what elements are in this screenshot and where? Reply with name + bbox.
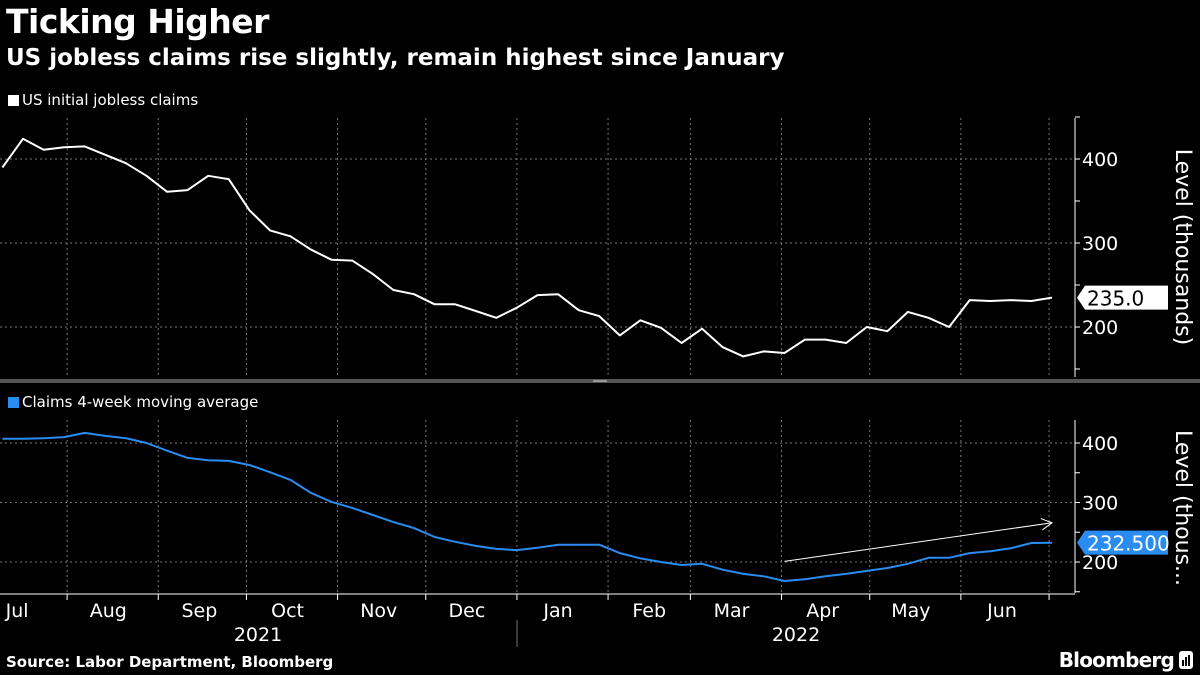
- bloomberg-logo: Bloomberg: [1059, 648, 1194, 672]
- x-month-label: Aug: [90, 600, 127, 622]
- y-axis-title: Level (thousands): [1170, 149, 1195, 346]
- x-month-label: Dec: [449, 600, 486, 622]
- last-value-label: 232.500: [1077, 530, 1170, 556]
- legend-label: US initial jobless claims: [22, 91, 199, 109]
- legend-initial-claims: US initial jobless claims: [8, 91, 198, 109]
- x-month-label: Oct: [271, 600, 304, 622]
- legend-moving-average: Claims 4-week moving average: [8, 393, 258, 411]
- y-tick-label: 200: [1082, 317, 1118, 339]
- y-tick-label: 400: [1082, 433, 1118, 455]
- logo-text: Bloomberg: [1058, 648, 1175, 672]
- moving-average-line: [2, 431, 1053, 582]
- chart-subtitle: US jobless claims rise slightly, remain …: [6, 45, 785, 71]
- x-month-label: Nov: [360, 600, 397, 622]
- x-month-label: Feb: [632, 600, 666, 622]
- value-label-box: [1077, 530, 1168, 555]
- trend-arrow: [784, 522, 1053, 562]
- value-label-text: 232.500: [1087, 532, 1170, 556]
- x-year-label: 2022: [772, 624, 820, 646]
- source-note: Source: Labor Department, Bloomberg: [6, 653, 334, 671]
- x-month-label: Mar: [714, 600, 750, 622]
- y-axis-title: Level (thous...: [1170, 430, 1195, 586]
- bloomberg-terminal-icon: [1179, 651, 1193, 669]
- x-month-label: Jun: [986, 600, 1017, 622]
- chart-title: Ticking Higher: [6, 2, 269, 41]
- legend-swatch-blue: [8, 396, 19, 408]
- x-month-label: May: [891, 600, 930, 622]
- x-month-label: Jul: [5, 600, 29, 622]
- x-month-label: Apr: [806, 600, 839, 622]
- x-month-label: Jan: [542, 600, 572, 622]
- legend-label: Claims 4-week moving average: [22, 393, 259, 411]
- value-label-text: 235.0: [1087, 287, 1144, 311]
- y-tick-label: 300: [1082, 493, 1118, 515]
- x-month-label: Sep: [181, 600, 217, 622]
- value-label-box: [1077, 285, 1168, 310]
- y-tick-label: 300: [1082, 233, 1118, 255]
- legend-swatch-white: [8, 94, 19, 106]
- initial-claims-line: [1, 137, 1053, 358]
- arrow-head: [1040, 518, 1054, 531]
- separator-handle: [593, 380, 607, 382]
- last-value-label: 235.0: [1077, 285, 1168, 311]
- y-tick-label: 400: [1082, 149, 1118, 171]
- y-tick-label: 200: [1082, 552, 1118, 574]
- x-year-label: 2021: [234, 624, 282, 646]
